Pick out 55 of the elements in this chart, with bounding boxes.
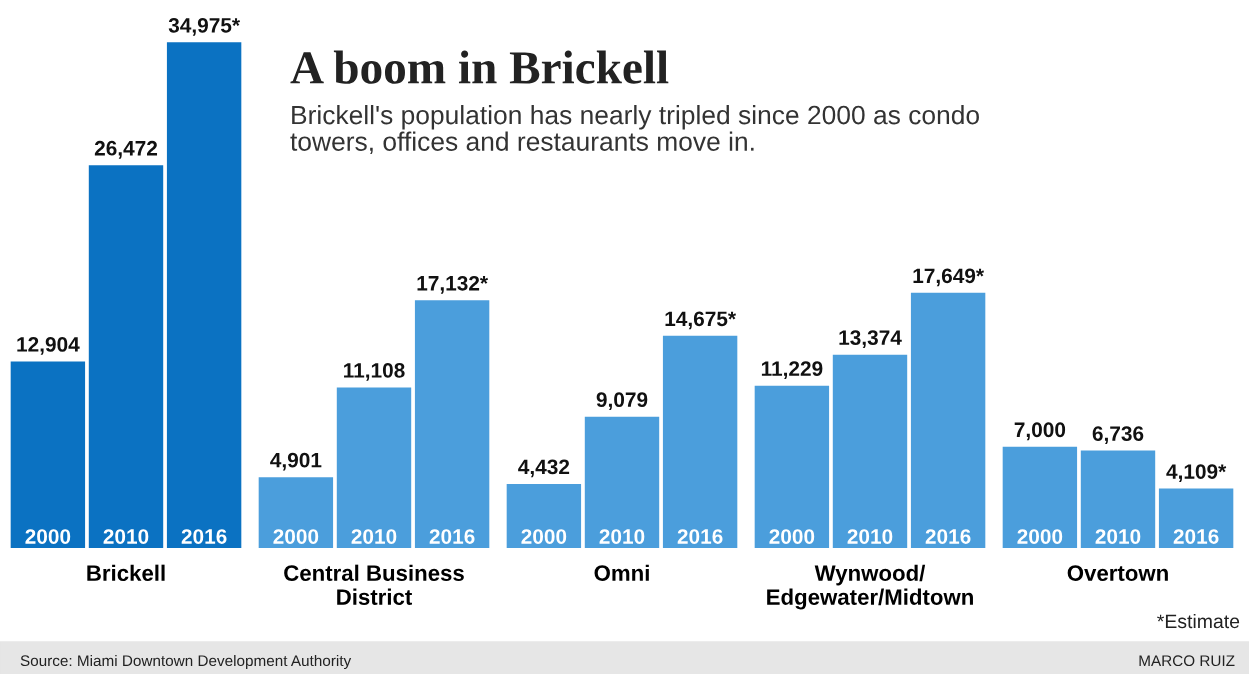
text: 2010 — [847, 529, 893, 544]
text: 2000 — [1017, 529, 1063, 544]
text: 2010 — [599, 529, 645, 544]
bar — [336, 387, 412, 548]
data-label: 4,432 — [518, 459, 570, 478]
series-label: 2000 — [25, 529, 71, 544]
bar — [1158, 488, 1234, 548]
bar — [506, 483, 582, 548]
bar — [166, 42, 242, 548]
series-label: 2016 — [181, 529, 227, 544]
x-tick-label: Overtown — [1067, 565, 1168, 581]
text: 2000 — [521, 529, 567, 544]
x-tick-label: Omni — [594, 564, 649, 581]
series-label: 2010 — [103, 529, 149, 544]
text: 2016 — [429, 529, 475, 544]
data-label: 4,901 — [270, 452, 322, 471]
text: 2010 — [351, 529, 397, 544]
x-tick-label: Brickell — [87, 564, 165, 581]
bar — [414, 300, 490, 548]
text: 2016 — [677, 529, 723, 544]
bar — [910, 292, 986, 548]
data-label: 9,079 — [596, 392, 648, 411]
data-label: 17,649* — [913, 268, 985, 287]
bar — [584, 416, 660, 548]
x-tick-label: Wynwood/ Edgewater/Midtown — [767, 564, 973, 610]
chart-title: A boom in Brickell — [290, 50, 669, 84]
data-label: 17,132* — [417, 275, 489, 294]
text: 2016 — [925, 529, 971, 544]
data-label: 26,472 — [94, 140, 158, 159]
data-label: 13,374 — [839, 330, 902, 348]
text: MARCO RUIZ — [1139, 655, 1235, 667]
text: 2000 — [273, 529, 319, 544]
data-label: 11,229 — [761, 361, 823, 380]
data-label: 34,975* — [168, 17, 241, 36]
source-note: Source: Miami Downtown Development Authority — [20, 654, 352, 670]
bar — [88, 165, 164, 548]
bar — [1002, 446, 1078, 548]
bar — [832, 354, 908, 548]
text: Brickell's population has nearly tripled since 2000 as condo towers, offices and restaurants move in. — [290, 105, 979, 155]
x-tick-label: Central Business District — [284, 564, 464, 605]
text: 2000 — [769, 529, 815, 544]
text: 2010 — [1095, 529, 1141, 544]
data-label: 12,904 — [17, 337, 80, 355]
bar — [754, 385, 830, 548]
text: *Estimate — [1157, 613, 1240, 629]
bar — [10, 361, 86, 548]
data-label: 4,109* — [1166, 464, 1227, 482]
data-label: 14,675* — [665, 311, 737, 330]
data-label: 7,000 — [1014, 422, 1066, 441]
text: 2016 — [1173, 529, 1219, 544]
bar — [1080, 450, 1156, 548]
data-label: 6,736 — [1092, 426, 1144, 444]
data-label: 11,108 — [344, 362, 405, 381]
bar — [662, 335, 738, 548]
bar — [258, 477, 334, 548]
